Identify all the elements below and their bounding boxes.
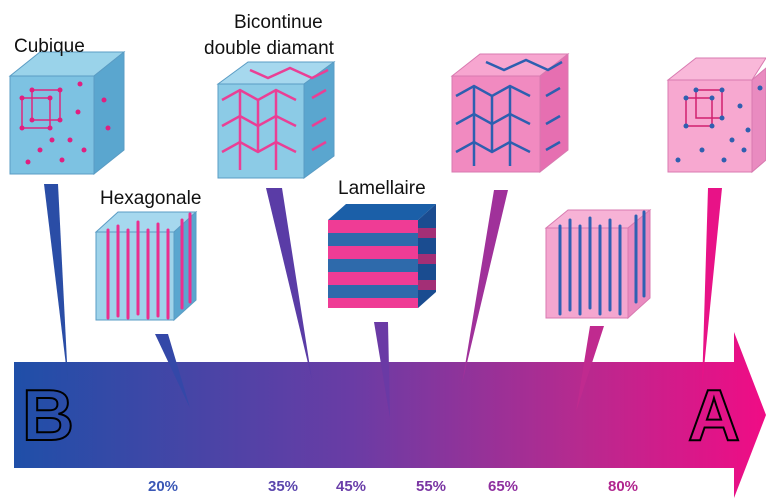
cubic-cell-b	[8, 50, 126, 176]
hexagonal-cell-a	[544, 208, 652, 320]
hexagonal-cell-b	[94, 210, 198, 322]
lamellar-cell	[328, 204, 436, 308]
composition-arrow: B A	[14, 332, 766, 498]
pointer-hexagonale	[155, 334, 190, 408]
pointer-spikes	[44, 184, 722, 418]
axis-end-letter: A	[688, 376, 740, 456]
label-hexagonale: Hexagonale	[100, 188, 202, 209]
pointer-bicontinue-b	[266, 188, 312, 380]
axis-start-letter: B	[22, 376, 74, 456]
label-double-diamant: double diamant	[204, 38, 334, 59]
tick-label: 65%	[488, 478, 519, 495]
tick-label: 45%	[336, 478, 367, 495]
tick-label: 35%	[268, 478, 299, 495]
tick-label: 20%	[148, 478, 179, 495]
bicontinuous-cell-a	[450, 52, 570, 174]
label-lamellaire: Lamellaire	[338, 178, 426, 199]
label-cubique: Cubique	[14, 36, 85, 57]
pointer-cubique-a	[702, 188, 722, 388]
label-bicontinue: Bicontinue	[234, 12, 323, 33]
bicontinuous-cell-b	[216, 61, 336, 179]
pointer-lamellaire	[374, 322, 390, 418]
pointer-bicontinue-a	[462, 190, 508, 384]
cubic-cell-a	[666, 57, 766, 174]
pointer-hexagonale-a	[576, 326, 604, 412]
tick-label: 55%	[416, 478, 447, 495]
pointer-cubique-b	[44, 184, 68, 382]
tick-label: 80%	[608, 478, 639, 495]
